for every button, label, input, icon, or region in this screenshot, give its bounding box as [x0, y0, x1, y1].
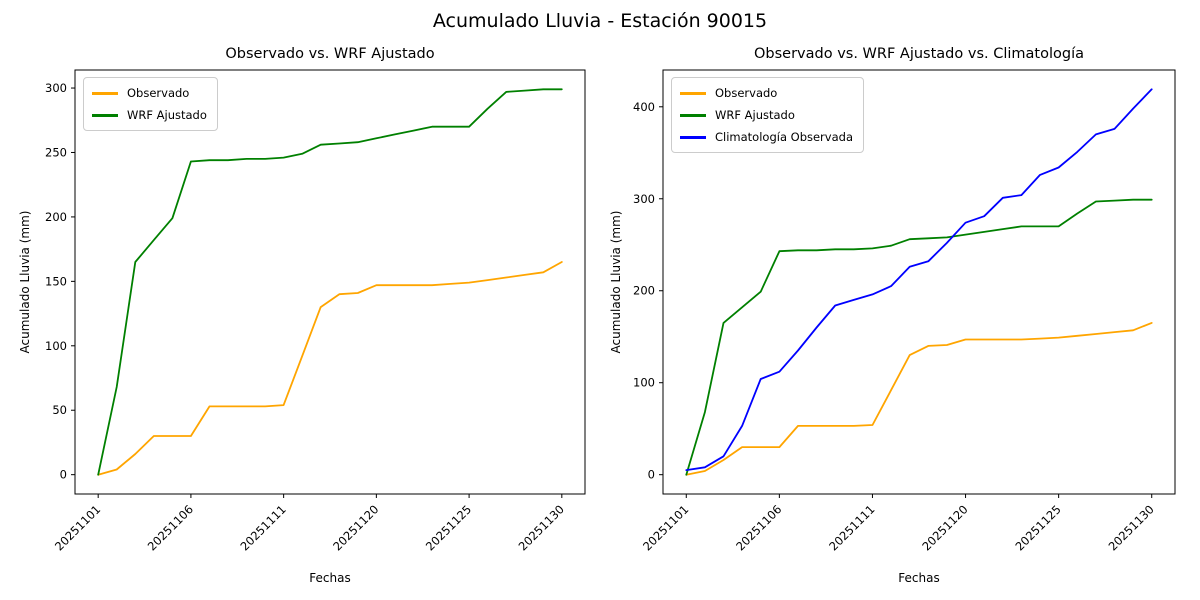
legend-item: Climatología Observada [680, 126, 853, 148]
subplot-left-title: Observado vs. WRF Ajustado [225, 46, 435, 62]
left-x-axis-label: Fechas [309, 571, 351, 585]
plot-frame [662, 69, 1176, 495]
y-tick-label: 100 [45, 339, 67, 353]
legend-line-swatch [92, 91, 118, 95]
legend-label: Observado [127, 86, 190, 100]
x-tick-label: 20251125 [1012, 502, 1063, 553]
y-tick-label: 100 [633, 376, 655, 390]
right-y-axis-label: Acumulado Lluvia (mm) [609, 210, 623, 354]
legend-item: Observado [680, 82, 853, 104]
legend-item: Observado [92, 82, 207, 104]
y-tick-label: 150 [45, 274, 67, 288]
y-tick-label: 300 [633, 192, 655, 206]
legend-label: Climatología Observada [715, 130, 853, 144]
left-y-axis-label: Acumulado Lluvia (mm) [18, 210, 32, 354]
legend-label: WRF Ajustado [127, 108, 207, 122]
x-tick-label: 20251111 [826, 502, 877, 553]
series-line-wrf-ajustado [97, 88, 563, 476]
y-tick-label: 200 [45, 210, 67, 224]
legend-label: Observado [715, 86, 778, 100]
legend-item: WRF Ajustado [680, 104, 853, 126]
x-tick-label: 20251120 [919, 502, 970, 553]
y-tick-label: 0 [648, 468, 655, 482]
x-tick-label: 20251106 [145, 502, 196, 553]
series-line-observado [685, 321, 1153, 476]
legend-item: WRF Ajustado [92, 104, 207, 126]
y-tick-label: 0 [60, 468, 67, 482]
right-x-axis-label: Fechas [898, 571, 940, 585]
left-legend: Observado WRF Ajustado [83, 77, 218, 131]
x-tick-label: 20251120 [330, 502, 381, 553]
series-line-observado [97, 261, 563, 476]
x-tick-label: 20251125 [423, 502, 474, 553]
x-tick-label: 20251130 [516, 502, 567, 553]
y-tick-label: 250 [45, 145, 67, 159]
series-line-wrf-ajustado [685, 198, 1153, 476]
plot-frame [74, 69, 586, 495]
series-line-climatolog-a-observada [685, 88, 1153, 472]
y-tick-label: 400 [633, 100, 655, 114]
legend-line-swatch [680, 135, 706, 139]
x-tick-label: 20251111 [237, 502, 288, 553]
x-tick-label: 20251101 [640, 502, 691, 553]
legend-line-swatch [680, 113, 706, 117]
legend-line-swatch [92, 113, 118, 117]
y-tick-label: 50 [52, 403, 67, 417]
figure-title: Acumulado Lluvia - Estación 90015 [432, 10, 768, 32]
y-tick-label: 200 [633, 284, 655, 298]
y-tick-label: 300 [45, 81, 67, 95]
legend-line-swatch [680, 91, 706, 95]
legend-label: WRF Ajustado [715, 108, 795, 122]
x-tick-label: 20251130 [1106, 502, 1157, 553]
right-legend: Observado WRF Ajustado Climatología Observ… [671, 77, 864, 153]
subplot-right-title: Observado vs. WRF Ajustado vs. Climatolo… [754, 46, 1084, 62]
x-tick-label: 20251106 [733, 502, 784, 553]
x-tick-label: 20251101 [52, 502, 103, 553]
